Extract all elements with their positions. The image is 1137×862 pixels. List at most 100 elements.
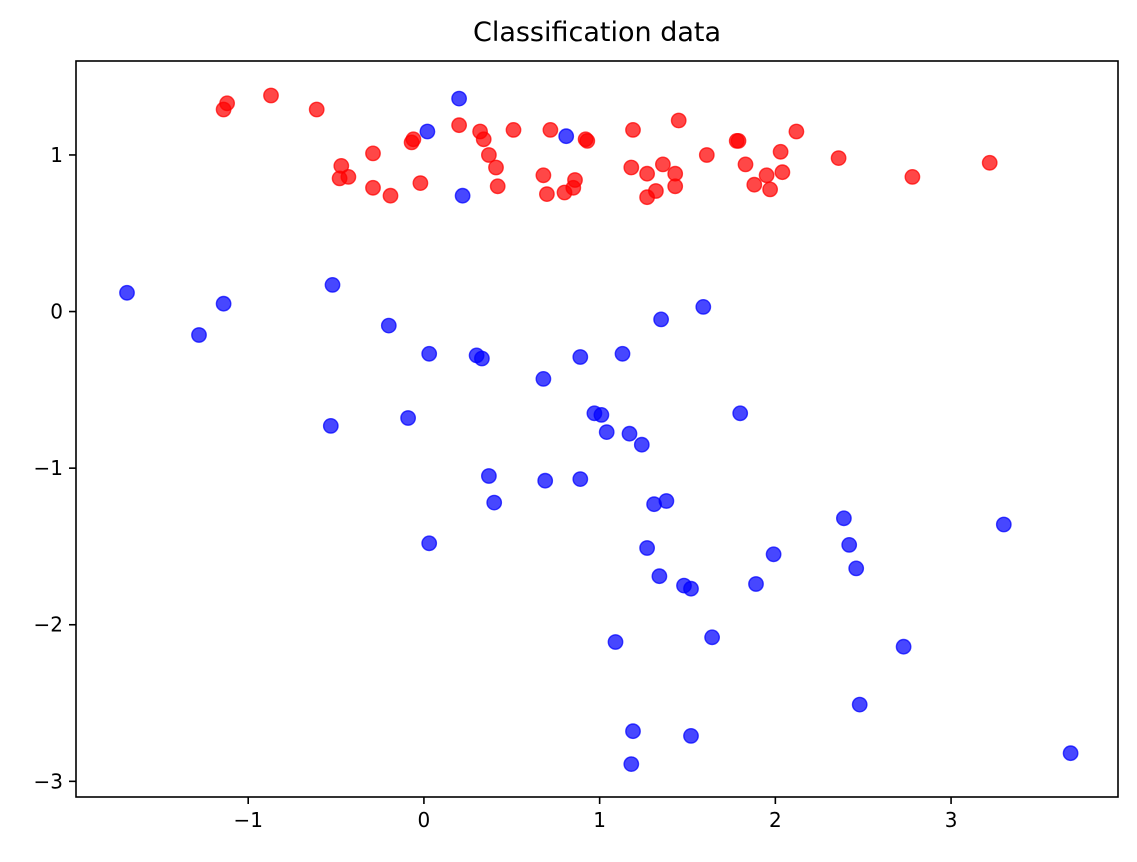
y-tick-label: −2 bbox=[34, 613, 63, 637]
data-point bbox=[653, 311, 669, 328]
data-point bbox=[400, 410, 416, 426]
data-point bbox=[598, 424, 615, 440]
data-point bbox=[758, 167, 775, 184]
plot-frame bbox=[75, 60, 1119, 798]
data-point bbox=[836, 510, 852, 527]
data-point bbox=[748, 576, 764, 592]
data-point bbox=[623, 756, 640, 772]
data-point bbox=[658, 493, 675, 509]
data-point bbox=[639, 165, 655, 182]
y-axis-ticks: −3 −2 −1 0 1 bbox=[34, 143, 76, 793]
data-point bbox=[841, 537, 858, 553]
data-points bbox=[119, 87, 1079, 772]
data-point bbox=[535, 167, 552, 184]
data-point bbox=[380, 317, 397, 334]
data-point bbox=[772, 143, 789, 160]
data-point bbox=[670, 112, 687, 129]
data-point bbox=[421, 345, 438, 362]
data-point bbox=[215, 295, 232, 312]
data-point bbox=[486, 494, 503, 511]
data-point bbox=[995, 516, 1012, 533]
data-point bbox=[365, 179, 381, 196]
data-point bbox=[625, 723, 641, 740]
data-point bbox=[475, 131, 492, 148]
data-point bbox=[621, 425, 638, 442]
data-point bbox=[788, 123, 805, 140]
data-point bbox=[403, 134, 420, 151]
y-tick-label: 0 bbox=[50, 300, 63, 324]
chart-title: Classification data bbox=[473, 17, 721, 48]
data-point bbox=[830, 150, 847, 167]
data-point bbox=[473, 350, 490, 367]
data-point bbox=[904, 168, 921, 185]
data-point bbox=[119, 284, 135, 301]
data-point bbox=[730, 132, 747, 149]
data-point bbox=[579, 132, 596, 149]
data-point bbox=[651, 568, 668, 585]
data-point bbox=[558, 128, 575, 145]
data-point bbox=[215, 101, 232, 118]
data-point bbox=[648, 183, 664, 199]
data-point bbox=[542, 121, 559, 138]
data-point bbox=[765, 546, 782, 563]
data-point bbox=[340, 168, 357, 185]
data-point bbox=[480, 468, 497, 484]
data-point bbox=[539, 186, 555, 203]
data-point bbox=[746, 176, 763, 193]
data-point bbox=[732, 405, 749, 422]
data-point bbox=[655, 156, 671, 173]
y-tick-label: −3 bbox=[34, 769, 63, 793]
data-point bbox=[737, 156, 754, 173]
data-point bbox=[365, 145, 381, 162]
data-point bbox=[895, 638, 912, 655]
data-point bbox=[633, 436, 650, 453]
data-point bbox=[421, 535, 438, 552]
data-point bbox=[480, 147, 497, 163]
data-point bbox=[412, 175, 429, 192]
data-point bbox=[698, 147, 715, 163]
x-axis-ticks: −1 0 1 2 3 bbox=[233, 797, 957, 832]
x-tick-label: 0 bbox=[418, 808, 431, 832]
x-tick-label: −1 bbox=[233, 808, 262, 832]
data-point bbox=[981, 154, 998, 171]
data-point bbox=[451, 117, 467, 134]
x-tick-label: 1 bbox=[593, 808, 606, 832]
data-point bbox=[667, 178, 684, 195]
data-point bbox=[1062, 745, 1079, 762]
y-tick-label: 1 bbox=[50, 143, 63, 167]
data-point bbox=[639, 540, 655, 556]
data-point bbox=[263, 87, 279, 104]
data-point bbox=[614, 345, 631, 362]
data-point bbox=[567, 172, 583, 188]
data-point bbox=[607, 634, 624, 650]
data-point bbox=[451, 90, 467, 107]
data-point bbox=[683, 728, 699, 744]
data-point bbox=[308, 101, 325, 118]
data-point bbox=[191, 327, 207, 343]
data-point bbox=[683, 580, 699, 597]
x-tick-label: 2 bbox=[769, 808, 782, 832]
data-point bbox=[593, 406, 610, 423]
data-point bbox=[382, 187, 399, 204]
data-point bbox=[537, 472, 554, 489]
data-point bbox=[762, 181, 778, 198]
y-tick-label: −1 bbox=[34, 456, 63, 480]
data-point bbox=[488, 159, 504, 176]
data-point bbox=[623, 159, 640, 176]
data-point bbox=[625, 121, 641, 138]
data-point bbox=[489, 178, 506, 195]
data-point bbox=[695, 298, 712, 315]
data-point bbox=[324, 276, 341, 293]
data-point bbox=[774, 164, 791, 181]
x-tick-label: 3 bbox=[945, 808, 958, 832]
data-point bbox=[419, 123, 436, 140]
data-point bbox=[704, 629, 720, 646]
data-point bbox=[851, 696, 868, 713]
data-point bbox=[848, 560, 865, 577]
data-point bbox=[505, 121, 522, 138]
data-point bbox=[454, 187, 471, 204]
data-point bbox=[322, 417, 339, 434]
data-point bbox=[535, 370, 552, 387]
data-point bbox=[572, 349, 589, 365]
